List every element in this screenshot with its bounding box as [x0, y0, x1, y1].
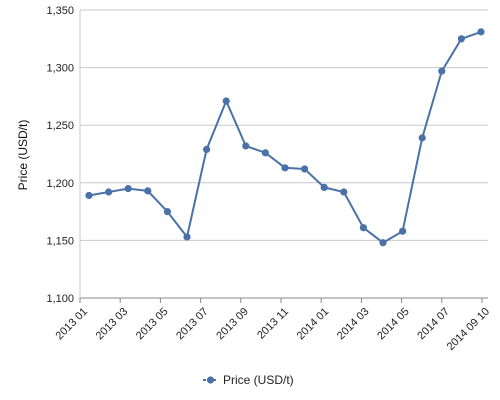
series-lines	[85, 28, 485, 247]
legend[interactable]: Price (USD/t)	[203, 373, 294, 387]
y-tick-label: 1,350	[46, 5, 74, 17]
legend-marker	[206, 376, 215, 384]
x-tick-label: 2013 03	[94, 306, 131, 343]
data-point[interactable]	[418, 134, 426, 142]
data-point[interactable]	[399, 227, 407, 235]
x-tick-label: 2013 09	[214, 306, 251, 343]
x-tick-label: 2013 07	[174, 306, 211, 343]
data-point[interactable]	[242, 142, 250, 150]
data-point[interactable]	[124, 184, 132, 193]
legend-label: Price (USD/t)	[223, 373, 294, 387]
data-point[interactable]	[281, 164, 289, 172]
x-tick-label: 2014 05	[375, 306, 412, 343]
data-point[interactable]	[359, 224, 367, 232]
y-tick-label: 1,150	[46, 235, 74, 247]
y-tick-label: 1,250	[46, 120, 74, 132]
x-tick-label: 2013 01	[54, 306, 91, 343]
x-tick-label: 2014 09 10	[445, 306, 492, 353]
gridlines	[80, 9, 488, 299]
y-tick-label: 1,300	[46, 63, 74, 75]
x-tick-label: 2013 11	[255, 306, 291, 342]
data-point[interactable]	[183, 233, 191, 241]
data-point[interactable]	[301, 165, 309, 173]
data-point[interactable]	[85, 191, 93, 200]
y-tick-label: 1,100	[46, 293, 74, 305]
data-point[interactable]	[438, 67, 446, 75]
data-point[interactable]	[320, 183, 328, 192]
y-tick-label: 1,200	[46, 178, 74, 190]
data-point[interactable]	[144, 187, 152, 195]
data-point[interactable]	[457, 35, 465, 43]
y-axis-title: Price (USD/t)	[16, 120, 30, 191]
data-point[interactable]	[222, 97, 230, 105]
data-point[interactable]	[477, 28, 485, 36]
x-tick-label: 2014 07	[415, 306, 452, 343]
x-tick-label: 2014 01	[295, 306, 332, 343]
data-point[interactable]	[163, 208, 171, 216]
y-axis-tick-labels: 1,100 1,150 1,200 1,250 1,300 1,350	[46, 5, 74, 305]
x-tick-label: 2013 05	[134, 306, 171, 343]
x-tick-label: 2014 03	[335, 306, 372, 343]
data-point[interactable]	[261, 149, 269, 157]
data-point[interactable]	[379, 239, 387, 247]
data-point[interactable]	[105, 188, 113, 196]
x-axis: 2013 01 2013 03 2013 05 2013 07 2013 09 2013 …	[54, 10, 492, 353]
data-point[interactable]	[203, 145, 211, 153]
data-point[interactable]	[340, 188, 348, 196]
